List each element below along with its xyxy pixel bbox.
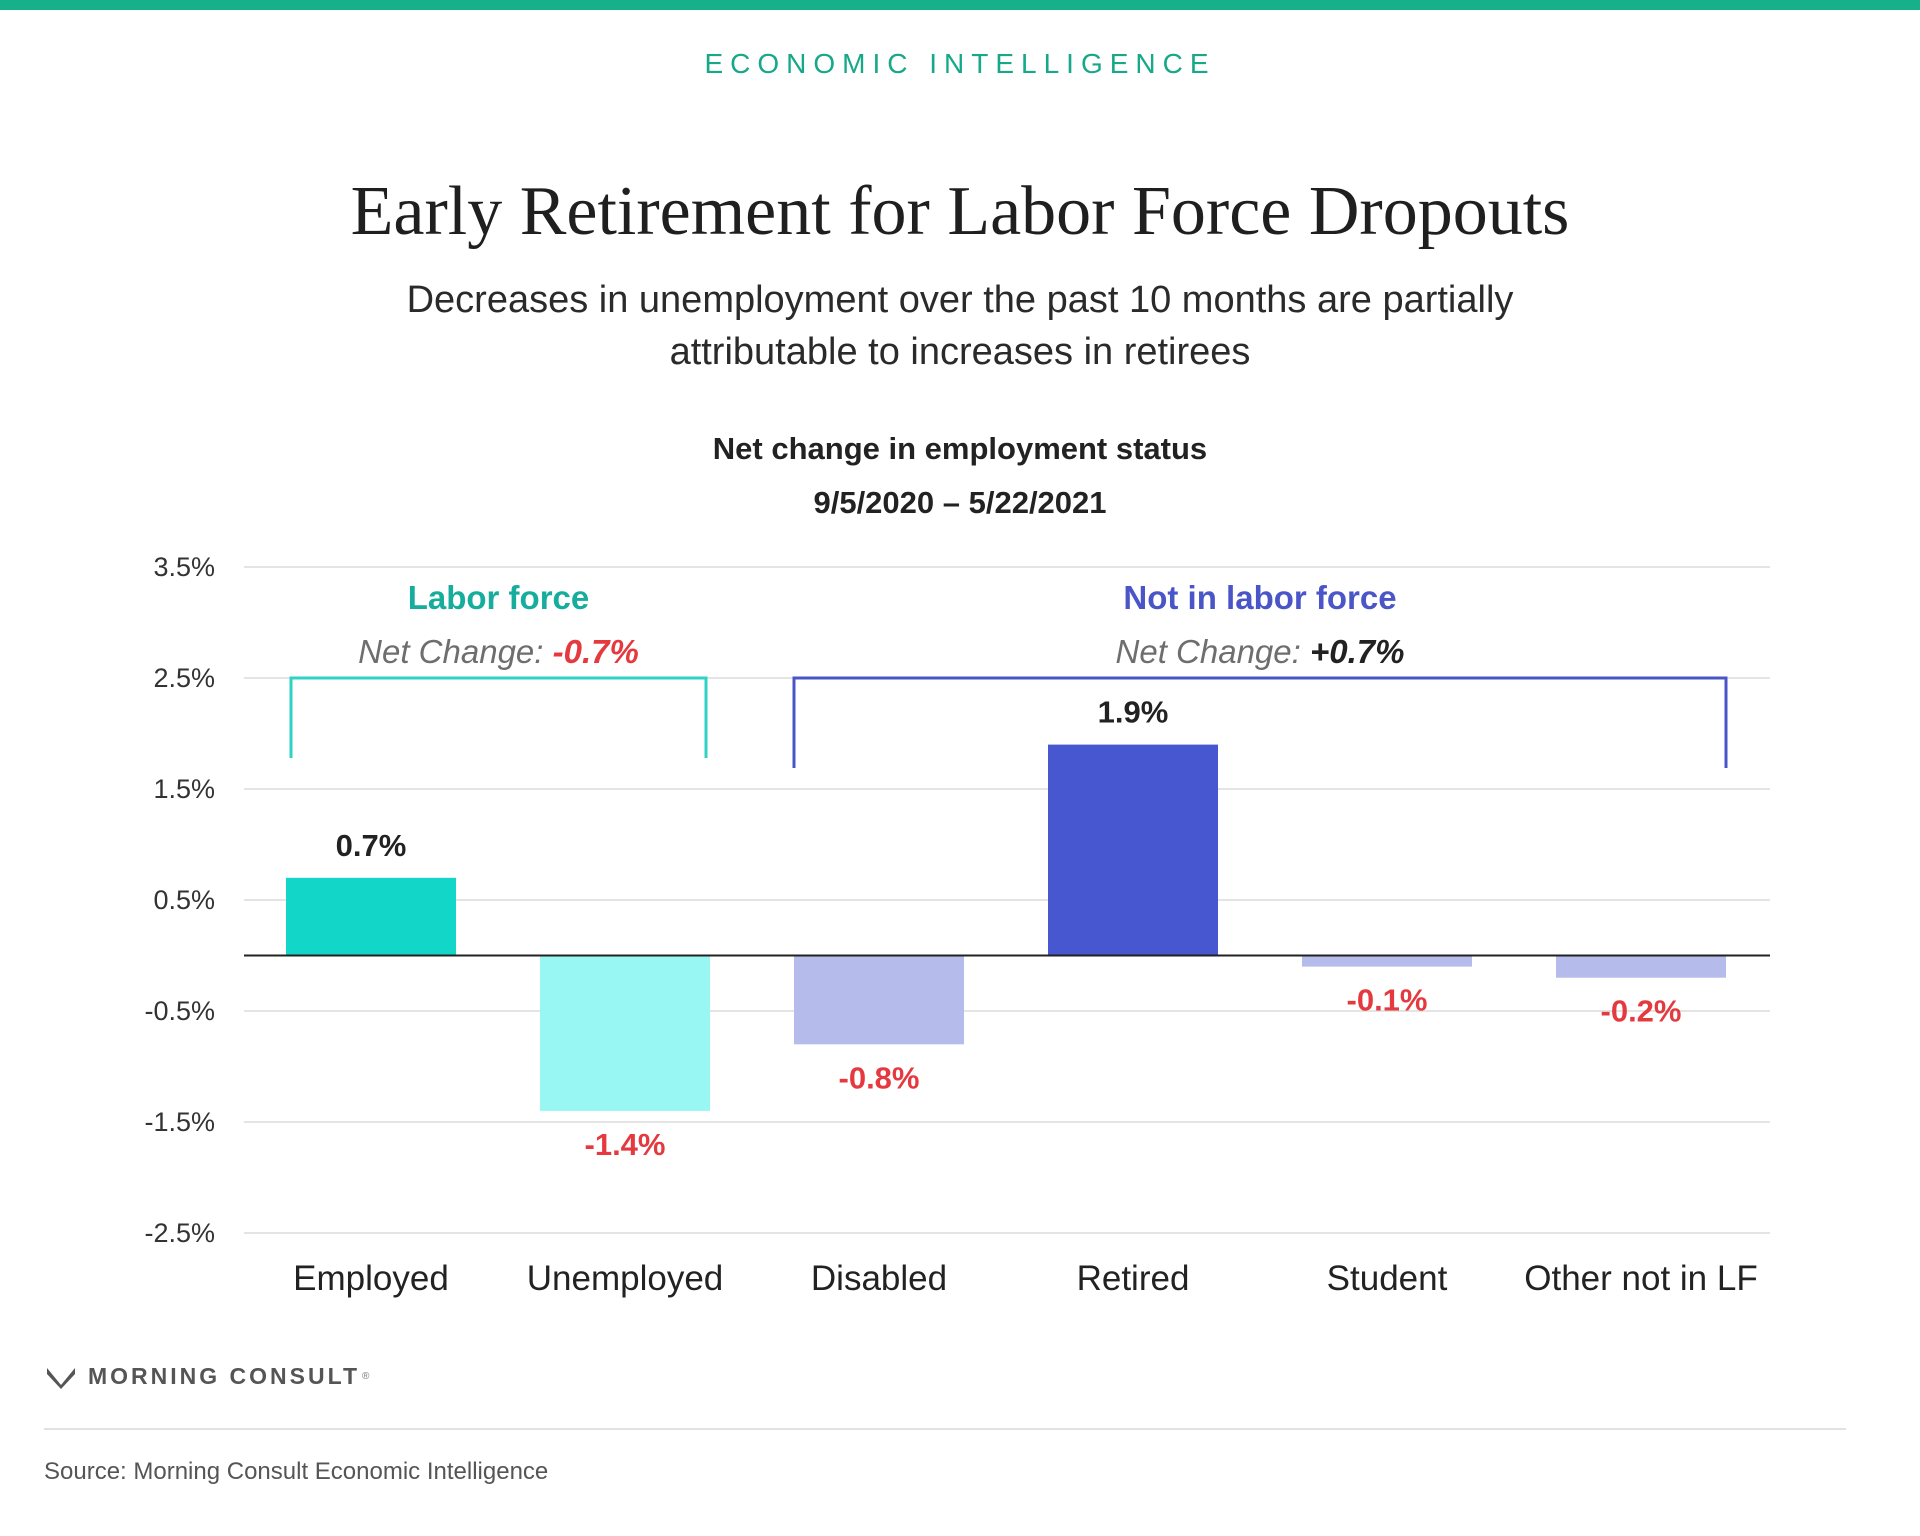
group-net-change: Net Change: -0.7% xyxy=(358,633,639,670)
bar-disabled xyxy=(794,955,964,1045)
category-label: Unemployed xyxy=(527,1259,724,1298)
bar-other-not-in-lf xyxy=(1556,955,1726,978)
bar-retired xyxy=(1048,744,1218,956)
bar-student xyxy=(1302,955,1472,967)
source-note: Source: Morning Consult Economic Intelli… xyxy=(44,1458,549,1485)
category-label: Employed xyxy=(293,1259,449,1298)
y-tick-label: 0.5% xyxy=(153,885,215,915)
chart-date-range: 9/5/2020 – 5/22/2021 xyxy=(813,485,1107,520)
morning-consult-logo-icon xyxy=(47,1367,75,1389)
category-label: Disabled xyxy=(811,1259,947,1298)
group-label: Labor force xyxy=(408,579,590,616)
brand-block: MORNING CONSULT ® xyxy=(46,1363,369,1390)
section-kicker: ECONOMIC INTELLIGENCE xyxy=(704,48,1216,79)
brand-name: MORNING CONSULT xyxy=(88,1363,361,1389)
net-change-label: Net Change: xyxy=(358,633,552,670)
data-label: -0.1% xyxy=(1347,983,1428,1018)
chart-title: Net change in employment status xyxy=(712,431,1208,466)
group-label: Not in labor force xyxy=(1123,579,1396,616)
chart-title-block: Net change in employment status 9/5/2020… xyxy=(0,422,1920,530)
y-tick-label: -0.5% xyxy=(144,996,215,1026)
group-net-change: Net Change: +0.7% xyxy=(1116,633,1405,670)
category-label: Retired xyxy=(1077,1259,1190,1298)
footer-divider xyxy=(44,1428,1846,1430)
y-tick-label: 3.5% xyxy=(153,552,215,582)
y-tick-label: -1.5% xyxy=(144,1107,215,1137)
data-label: 0.7% xyxy=(336,828,407,863)
y-tick-label: 1.5% xyxy=(153,774,215,804)
data-label: -0.2% xyxy=(1601,994,1682,1029)
category-label: Other not in LF xyxy=(1524,1259,1757,1298)
data-label: -1.4% xyxy=(585,1127,666,1162)
bar-chart: 3.5% 2.5% 1.5% 0.5% -0.5% -1.5% -2.5% 0.7% Emplo… xyxy=(144,552,1770,1298)
category-label: Student xyxy=(1327,1259,1448,1298)
y-tick-label: -2.5% xyxy=(144,1218,215,1248)
y-tick-label: 2.5% xyxy=(153,663,215,693)
top-accent-bar xyxy=(0,0,1920,10)
data-label: -0.8% xyxy=(839,1060,920,1095)
data-label: 1.9% xyxy=(1098,695,1169,730)
bar-unemployed xyxy=(540,955,710,1111)
page-subtitle: Decreases in unemployment over the past … xyxy=(406,279,1514,373)
net-change-label: Net Change: xyxy=(1116,633,1310,670)
brand-registered-mark: ® xyxy=(362,1371,370,1382)
group-bracket xyxy=(792,676,1728,768)
net-change-value: -0.7% xyxy=(553,633,639,670)
page-title: Early Retirement for Labor Force Dropout… xyxy=(350,173,1570,250)
bar-employed xyxy=(286,877,456,956)
group-bracket xyxy=(289,676,708,758)
net-change-value: +0.7% xyxy=(1310,633,1405,670)
